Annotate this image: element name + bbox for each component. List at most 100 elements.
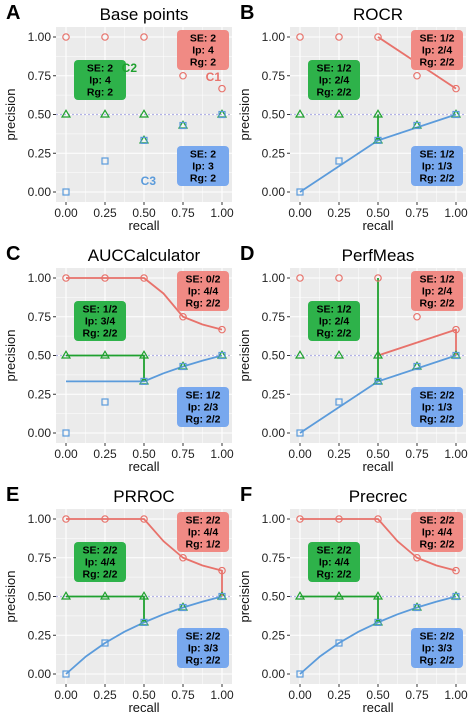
data-point-c3 (296, 429, 304, 437)
data-point-c1 (452, 566, 460, 575)
data-point-c2 (372, 109, 384, 118)
data-point-c1 (335, 515, 343, 523)
stats-box-c1: SE: 2/2Ip: 4/4Rg: 1/2 (177, 512, 229, 552)
data-point-c1 (179, 312, 187, 321)
x-tick-label: 0.75 (171, 206, 195, 220)
stats-box-background (177, 387, 229, 427)
data-point-c1 (413, 553, 421, 562)
stats-box-background (177, 271, 229, 311)
data-point-c3 (179, 603, 187, 612)
y-tick-label: 0.50 (28, 108, 52, 122)
stats-box-line: Rg: 2/2 (82, 569, 117, 581)
stats-box-line: Rg: 2/2 (185, 414, 220, 426)
y-tick-label: 0.25 (262, 146, 286, 160)
stats-box-c1: SE: 2Ip: 4Rg: 2 (177, 30, 229, 70)
stats-box-c2: SE: 2Ip: 4Rg: 2 (74, 60, 126, 100)
x-tick-label: 0.00 (288, 688, 312, 702)
y-tick-label: 0.50 (28, 349, 52, 363)
data-point-c3 (62, 188, 70, 196)
stats-box-c2: SE: 2/2Ip: 4/4Rg: 2/2 (308, 542, 360, 582)
data-point-c3 (179, 362, 187, 371)
stats-box-c3: SE: 2/2Ip: 3/3Rg: 2/2 (411, 628, 463, 668)
stats-box-line: Ip: 1/3 (422, 161, 453, 173)
stats-box-line: Ip: 2/4 (319, 75, 350, 87)
x-axis-title: recall (128, 700, 159, 715)
data-point-c1 (374, 515, 382, 523)
data-point-c3 (335, 639, 343, 647)
x-tick-label: 0.25 (93, 206, 117, 220)
y-tick-label: 0.75 (28, 310, 52, 324)
data-point-c1 (413, 71, 421, 80)
curve-label-c2: C2 (122, 61, 138, 75)
data-point-c3 (413, 362, 421, 371)
y-tick-label: 0.00 (28, 667, 52, 681)
data-point-c1 (140, 33, 148, 41)
data-point-c3 (140, 377, 148, 385)
data-point-c3 (452, 110, 460, 119)
series-line-c2 (300, 595, 379, 623)
data-point-c1 (452, 84, 460, 93)
data-point-c3 (140, 618, 148, 626)
data-point-c1 (101, 515, 109, 523)
stats-box-line: Ip: 2/4 (422, 286, 453, 298)
panel-letter: D (240, 243, 254, 265)
stats-box-line: SE: 1/2 (185, 390, 220, 402)
y-tick-label: 0.50 (262, 108, 286, 122)
stats-box-c3: SE: 1/2Ip: 1/3Rg: 2/2 (411, 146, 463, 186)
y-axis-title: precision (3, 329, 18, 381)
x-tick-label: 0.50 (366, 447, 390, 461)
stats-box-background (411, 628, 463, 668)
data-point-c3 (452, 351, 460, 360)
stats-box-line: SE: 1/2 (82, 304, 117, 316)
x-tick-label: 0.00 (54, 206, 78, 220)
stats-box-background (74, 60, 126, 100)
panel-letter: C (6, 243, 20, 265)
stats-box-background (177, 30, 229, 70)
data-point-c1 (140, 274, 148, 282)
data-point-c1 (413, 312, 421, 321)
x-tick-label: 0.00 (54, 688, 78, 702)
y-tick-label: 1.00 (262, 30, 286, 44)
y-tick-label: 1.00 (28, 30, 52, 44)
data-point-c3 (452, 592, 460, 601)
data-point-c1 (62, 515, 70, 523)
stats-box-background (411, 30, 463, 70)
data-point-c1 (335, 33, 343, 41)
stats-box-c3: SE: 2/2Ip: 3/3Rg: 2/2 (177, 628, 229, 668)
y-axis-title: precision (3, 88, 18, 140)
stats-box-line: Rg: 2 (190, 173, 216, 185)
data-point-c2 (294, 109, 306, 118)
x-tick-label: 0.75 (405, 447, 429, 461)
stats-box-line: Rg: 2/2 (316, 328, 351, 340)
panel-letter: A (6, 2, 20, 24)
stats-box-line: Ip: 3/3 (422, 643, 453, 655)
stats-box-background (308, 60, 360, 100)
y-tick-label: 1.00 (28, 512, 52, 526)
stats-box-background (411, 271, 463, 311)
x-axis-title: recall (362, 459, 393, 474)
panel-d: D PerfMeas 0.00 0.25 0.50 0.75 1.00 0.00 0.25 0.5… (237, 243, 468, 474)
y-axis-title: precision (3, 570, 18, 622)
panel-letter: F (240, 484, 252, 506)
stats-box-background (74, 301, 126, 341)
stats-box-line: Ip: 4/4 (188, 286, 219, 298)
data-point-c1 (218, 84, 226, 93)
stats-box-line: SE: 1/2 (316, 63, 351, 75)
x-tick-label: 0.50 (366, 688, 390, 702)
data-point-c1 (101, 274, 109, 282)
stats-box-line: SE: 2/2 (419, 390, 454, 402)
panel-e: E PRROC 0.00 0.25 0.50 0.75 1.00 0.00 0.25 0.50 0.… (3, 484, 234, 715)
data-point-c2 (294, 591, 306, 600)
stats-box-line: SE: 2 (87, 63, 113, 75)
data-point-c2 (60, 350, 72, 359)
stats-box-background (411, 146, 463, 186)
x-tick-label: 0.50 (132, 688, 156, 702)
stats-box-c2: SE: 1/2Ip: 2/4Rg: 2/2 (308, 301, 360, 341)
stats-box-line: Rg: 2/2 (419, 57, 454, 69)
stats-box-line: SE: 1/2 (419, 149, 454, 161)
stats-box-background (411, 387, 463, 427)
data-point-c1 (218, 566, 226, 575)
series-line-c1 (377, 328, 457, 357)
stats-box-line: Rg: 2/2 (82, 328, 117, 340)
stats-box-line: Rg: 2/2 (419, 414, 454, 426)
